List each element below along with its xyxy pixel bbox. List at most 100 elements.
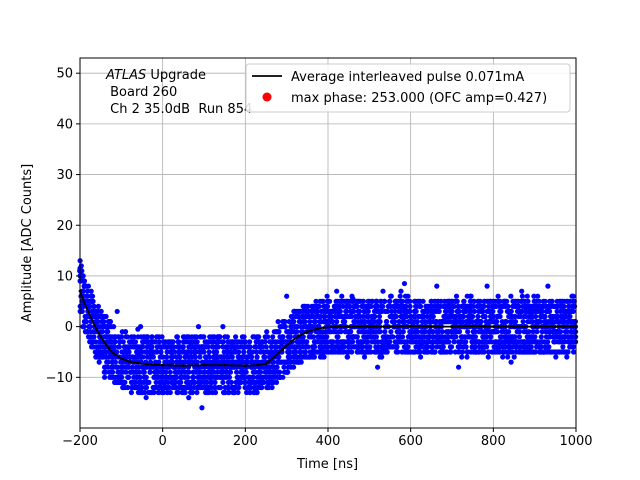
scatter-point <box>315 308 321 314</box>
scatter-point <box>430 313 436 320</box>
scatter-point <box>115 364 121 370</box>
scatter-point <box>368 349 374 355</box>
scatter-point <box>421 313 427 320</box>
scatter-point <box>88 288 94 294</box>
scatter-point <box>259 384 265 391</box>
scatter-point <box>265 334 271 340</box>
scatter-point <box>140 344 146 350</box>
scatter-point <box>546 344 552 350</box>
scatter-point <box>297 349 303 355</box>
scatter-point <box>344 308 350 314</box>
scatter-point <box>536 298 542 304</box>
scatter-point <box>334 319 340 325</box>
scatter-point <box>241 334 247 340</box>
scatter-point <box>471 308 477 314</box>
scatter-point <box>273 344 279 350</box>
scatter-point <box>110 369 116 375</box>
scatter-point <box>215 344 221 350</box>
scatter-point <box>83 319 89 325</box>
scatter-point <box>571 349 577 355</box>
scatter-point <box>457 344 463 350</box>
scatter-point <box>214 349 220 355</box>
scatter-point <box>256 334 262 340</box>
scatter-point <box>500 354 506 360</box>
scatter-point <box>143 374 149 380</box>
scatter-point <box>564 354 570 360</box>
scatter-point <box>469 319 475 325</box>
scatter-outlier <box>401 280 408 287</box>
scatter-point <box>282 324 288 330</box>
scatter-point <box>224 334 230 340</box>
scatter-point <box>349 313 355 320</box>
scatter-outlier <box>135 326 141 332</box>
x-tick-label: 1000 <box>559 434 592 449</box>
scatter-point <box>560 344 566 350</box>
scatter-point <box>89 293 96 299</box>
scatter-point <box>156 339 162 345</box>
scatter-point <box>243 369 249 375</box>
scatter-outlier <box>375 364 381 370</box>
scatter-point <box>509 349 515 355</box>
scatter-point <box>388 329 394 335</box>
scatter-point <box>160 354 166 360</box>
scatter-point <box>404 313 410 320</box>
scatter-point <box>119 374 125 380</box>
scatter-point <box>484 344 490 350</box>
scatter-point <box>85 283 91 289</box>
scatter-point <box>384 308 391 314</box>
scatter-point <box>449 308 455 314</box>
scatter-point <box>485 354 491 360</box>
scatter-point <box>404 339 410 345</box>
scatter-point <box>305 344 311 350</box>
scatter-point <box>192 354 198 360</box>
scatter-point <box>131 334 137 340</box>
scatter-point <box>95 319 101 325</box>
scatter-point <box>129 364 135 370</box>
scatter-point <box>189 389 196 396</box>
scatter-point <box>126 349 132 355</box>
average-pulse-point <box>450 325 454 329</box>
scatter-point <box>164 354 170 360</box>
scatter-point <box>360 298 366 304</box>
scatter-point <box>478 319 484 325</box>
scatter-point <box>356 308 363 314</box>
scatter-point <box>321 354 327 360</box>
scatter-point <box>217 334 223 340</box>
scatter-point <box>545 283 551 289</box>
scatter-point <box>398 288 404 294</box>
legend-marker-swatch <box>262 92 272 102</box>
scatter-point <box>329 339 335 345</box>
scatter-point <box>354 334 360 340</box>
average-pulse-point <box>281 348 284 351</box>
average-pulse-point <box>107 347 111 350</box>
y-tick-label: 10 <box>56 269 73 284</box>
scatter-point <box>373 334 379 340</box>
y-tick-label: 40 <box>56 117 73 132</box>
legend-entry-max-phase: max phase: 253.000 (OFC amp=0.427) <box>291 91 547 106</box>
scatter-point <box>81 278 88 284</box>
scatter-point <box>456 349 462 355</box>
scatter-point <box>465 329 471 335</box>
annotation-line-1: ATLAS Upgrade <box>105 68 206 83</box>
scatter-point <box>184 349 190 355</box>
scatter-point <box>565 349 571 355</box>
scatter-point <box>459 354 465 360</box>
scatter-point <box>402 303 408 309</box>
scatter-point <box>227 369 234 375</box>
scatter-point <box>185 374 191 380</box>
scatter-point <box>349 349 355 355</box>
average-pulse-point <box>471 324 475 328</box>
scatter-point <box>413 308 419 314</box>
scatter-point <box>217 384 224 391</box>
scatter-point <box>407 303 413 309</box>
scatter-point <box>390 334 396 340</box>
average-pulse-point <box>334 325 338 329</box>
scatter-point <box>328 313 334 320</box>
scatter-point <box>96 359 102 365</box>
scatter-point <box>220 379 226 385</box>
scatter-point <box>122 379 128 385</box>
scatter-point <box>516 329 523 335</box>
scatter-point <box>171 349 178 355</box>
scatter-point <box>201 334 207 340</box>
